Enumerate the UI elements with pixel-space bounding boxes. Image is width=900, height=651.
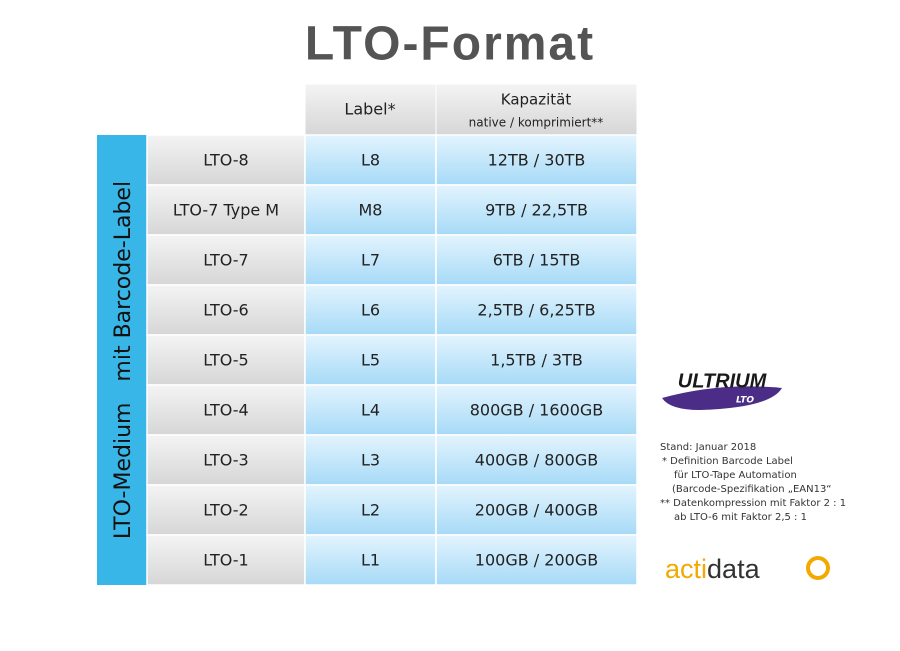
note-line: ** Datenkompression mit Faktor 2 : 1 (660, 498, 846, 509)
header-capacity-sub: native / komprimiert** (469, 116, 604, 130)
cell-bg (435, 434, 638, 486)
row-capacity: 800GB / 1600GB (470, 401, 604, 420)
cell-bg (146, 484, 306, 536)
row-name: LTO-6 (203, 301, 248, 320)
row-name: LTO-1 (203, 551, 248, 570)
cell-bg (435, 384, 638, 436)
row-name: LTO-4 (203, 401, 248, 420)
cell-bg (146, 384, 306, 436)
cell-bg (435, 184, 638, 236)
cell-bg (304, 134, 437, 186)
actidata-logo: actidata (665, 554, 761, 584)
notes: Stand: Januar 2018 * Definition Barcode L… (660, 442, 846, 523)
header-cell (304, 83, 437, 136)
row-capacity: 100GB / 200GB (475, 551, 598, 570)
row-capacity: 12TB / 30TB (488, 151, 586, 170)
row-name: LTO-3 (203, 451, 248, 470)
cell-bg (435, 334, 638, 386)
row-capacity: 1,5TB / 3TB (490, 351, 583, 370)
row-capacity: 2,5TB / 6,25TB (477, 301, 595, 320)
ultrium-logo: ULTRIUM LTO (662, 370, 782, 410)
cell-bg (435, 234, 638, 286)
row-label: L4 (361, 401, 380, 420)
row-name: LTO-2 (203, 501, 248, 520)
note-line: * Definition Barcode Label (662, 456, 793, 467)
header-label: Label* (344, 100, 395, 119)
row-label: L1 (361, 551, 380, 570)
logo-swoosh (662, 386, 782, 410)
side-label: LTO-Medium mit Barcode-Label (111, 181, 136, 539)
row-capacity: 9TB / 22,5TB (485, 201, 588, 220)
cell-bg (146, 284, 306, 336)
logo-lto: LTO (736, 396, 754, 406)
cell-bg (146, 434, 306, 486)
cell-bg (304, 534, 437, 586)
note-line: ab LTO-6 mit Faktor 2,5 : 1 (674, 512, 807, 523)
row-name: LTO-7 Type M (173, 201, 279, 220)
row-label: L7 (361, 251, 380, 270)
row-capacity: 400GB / 800GB (475, 451, 598, 470)
table-rows: LTO-8 L8 12TB / 30TB LTO-7 Type M M8 9TB / 22… (146, 134, 638, 586)
side-band (97, 135, 147, 585)
row-label: L8 (361, 151, 380, 170)
cell-bg (435, 534, 638, 586)
cell-bg (146, 184, 306, 236)
row-label: M8 (359, 201, 383, 220)
cell-bg (146, 534, 306, 586)
row-capacity: 200GB / 400GB (475, 501, 598, 520)
cell-bg (435, 134, 638, 186)
cell-bg (435, 284, 638, 336)
row-name: LTO-8 (203, 151, 248, 170)
note-line: für LTO-Tape Automation (674, 470, 797, 481)
logo-data: data (707, 554, 761, 584)
note-line: Stand: Januar 2018 (660, 442, 756, 453)
header-cell (435, 83, 638, 136)
row-capacity: 6TB / 15TB (493, 251, 581, 270)
row-label: L5 (361, 351, 380, 370)
cell-bg (304, 234, 437, 286)
row-label: L3 (361, 451, 380, 470)
row-name: LTO-7 (203, 251, 248, 270)
title: LTO-Format (305, 18, 595, 71)
header-capacity: Kapazität (501, 91, 572, 109)
cell-bg (304, 284, 437, 336)
cell-bg (435, 484, 638, 536)
row-name: LTO-5 (203, 351, 248, 370)
logo-ultrium: ULTRIUM (678, 370, 768, 392)
row-label: L6 (361, 301, 380, 320)
logo-acti: acti (665, 554, 707, 584)
note-line: (Barcode-Spezifikation „EAN13“ (672, 484, 831, 495)
cell-bg (304, 184, 437, 236)
row-label: L2 (361, 501, 380, 520)
logo-mark (806, 556, 830, 580)
